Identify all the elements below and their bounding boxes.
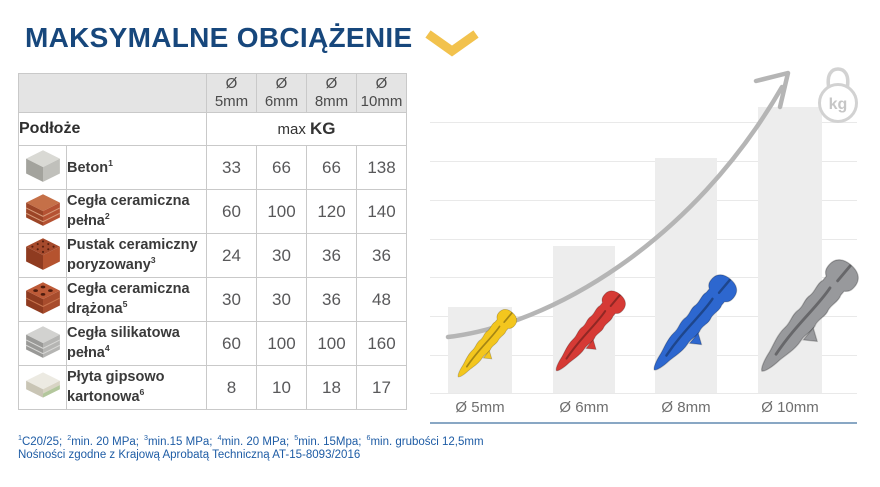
load-value: 138 bbox=[356, 145, 407, 190]
col-header-8mm: Ø 8mm bbox=[306, 73, 357, 113]
wall-plug-6mm-icon bbox=[555, 290, 626, 372]
solid-ceramic-brick-icon bbox=[25, 194, 60, 226]
gridline bbox=[430, 316, 857, 317]
col-header-6mm: Ø 6mm bbox=[256, 73, 307, 113]
load-value: 10 bbox=[256, 365, 307, 410]
wall-plug-10mm-icon bbox=[761, 259, 859, 372]
load-value: 66 bbox=[256, 145, 307, 190]
gridline bbox=[430, 200, 857, 201]
substrate-name: Cegła silikatowa pełna4 bbox=[66, 321, 207, 366]
load-value: 100 bbox=[256, 321, 307, 366]
table-row-beton: Beton1 33 66 66 138 bbox=[18, 145, 407, 190]
max-kg-header: max KG bbox=[206, 112, 407, 146]
table-row-cegla-pelna: Cegła ceramiczna pełna2 60 100 120 140 bbox=[18, 189, 407, 234]
axis-label-8mm: Ø 8mm bbox=[661, 399, 711, 416]
axis-label-10mm: Ø 10mm bbox=[761, 399, 819, 416]
hollow-ceramic-brick-icon bbox=[25, 282, 60, 314]
gridline bbox=[430, 355, 857, 356]
load-value: 36 bbox=[306, 233, 357, 278]
load-value: 17 bbox=[356, 365, 407, 410]
load-value: 8 bbox=[206, 365, 257, 410]
baseline bbox=[430, 393, 857, 394]
substrate-name: Cegła ceramiczna drążona5 bbox=[66, 277, 207, 322]
load-value: 30 bbox=[256, 233, 307, 278]
load-value: 18 bbox=[306, 365, 357, 410]
load-value: 30 bbox=[206, 277, 257, 322]
load-value: 48 bbox=[356, 277, 407, 322]
load-value: 140 bbox=[356, 189, 407, 234]
substrate-column-header: Podłoże bbox=[18, 112, 207, 146]
table-row-plyta-gk: Płyta gipsowo kartonowa6 8 10 18 17 bbox=[18, 365, 407, 410]
load-value: 160 bbox=[356, 321, 407, 366]
concrete-icon bbox=[25, 150, 60, 182]
chevron-down-icon bbox=[425, 30, 479, 57]
footnotes-line: 1C20/25; 2min. 20 MPa; 3min.15 MPa; 4min. 2… bbox=[18, 434, 484, 448]
kg-weight-icon: kg bbox=[818, 67, 858, 123]
page-title: MAKSYMALNE OBCIĄŻENIE bbox=[25, 22, 413, 53]
chart-bottom-divider bbox=[430, 422, 857, 424]
axis-label-6mm: Ø 6mm bbox=[559, 399, 609, 416]
load-value: 24 bbox=[206, 233, 257, 278]
corner-cell bbox=[18, 73, 207, 113]
load-value: 100 bbox=[256, 189, 307, 234]
diameter-header-row: Ø 5mm Ø 6mm Ø 8mm Ø 10mm bbox=[18, 73, 407, 113]
gridline bbox=[430, 161, 857, 162]
unit-header-row: Podłoże max KG bbox=[18, 112, 407, 146]
load-value: 36 bbox=[356, 233, 407, 278]
porous-ceramic-block-icon bbox=[25, 238, 60, 270]
silicate-brick-icon bbox=[25, 326, 60, 358]
plasterboard-icon bbox=[25, 372, 60, 398]
table-row-cegla-drazona: Cegła ceramiczna drążona5 30 30 36 48 bbox=[18, 277, 407, 322]
load-value: 30 bbox=[256, 277, 307, 322]
substrate-name: Cegła ceramiczna pełna2 bbox=[66, 189, 207, 234]
gridline bbox=[430, 122, 857, 123]
load-value: 100 bbox=[306, 321, 357, 366]
table-row-cegla-silikatowa: Cegła silikatowa pełna4 60 100 100 160 bbox=[18, 321, 407, 366]
load-value: 33 bbox=[206, 145, 257, 190]
substrate-name: Beton1 bbox=[66, 145, 207, 190]
wall-plug-8mm-icon bbox=[653, 274, 738, 371]
gridline bbox=[430, 277, 857, 278]
substrate-name: Pustak ceramiczny poryzowany3 bbox=[66, 233, 207, 278]
col-header-5mm: Ø 5mm bbox=[206, 73, 257, 113]
substrate-name: Płyta gipsowo kartonowa6 bbox=[66, 365, 207, 410]
load-growth-chart: kg bbox=[430, 65, 865, 430]
gridline bbox=[430, 239, 857, 240]
wall-plug-5mm-icon bbox=[457, 309, 518, 378]
svg-text:kg: kg bbox=[829, 96, 848, 113]
approval-note: Nośności zgodne z Krajową Aprobatą Techn… bbox=[18, 449, 361, 461]
table-row-pustak: Pustak ceramiczny poryzowany3 24 30 36 3… bbox=[18, 233, 407, 278]
load-value: 36 bbox=[306, 277, 357, 322]
axis-label-5mm: Ø 5mm bbox=[455, 399, 505, 416]
col-header-10mm: Ø 10mm bbox=[356, 73, 407, 113]
load-value: 66 bbox=[306, 145, 357, 190]
load-value: 60 bbox=[206, 189, 257, 234]
max-load-table: Ø 5mm Ø 6mm Ø 8mm Ø 10mm Podłoże max KG bbox=[18, 73, 407, 410]
load-value: 120 bbox=[306, 189, 357, 234]
load-value: 60 bbox=[206, 321, 257, 366]
